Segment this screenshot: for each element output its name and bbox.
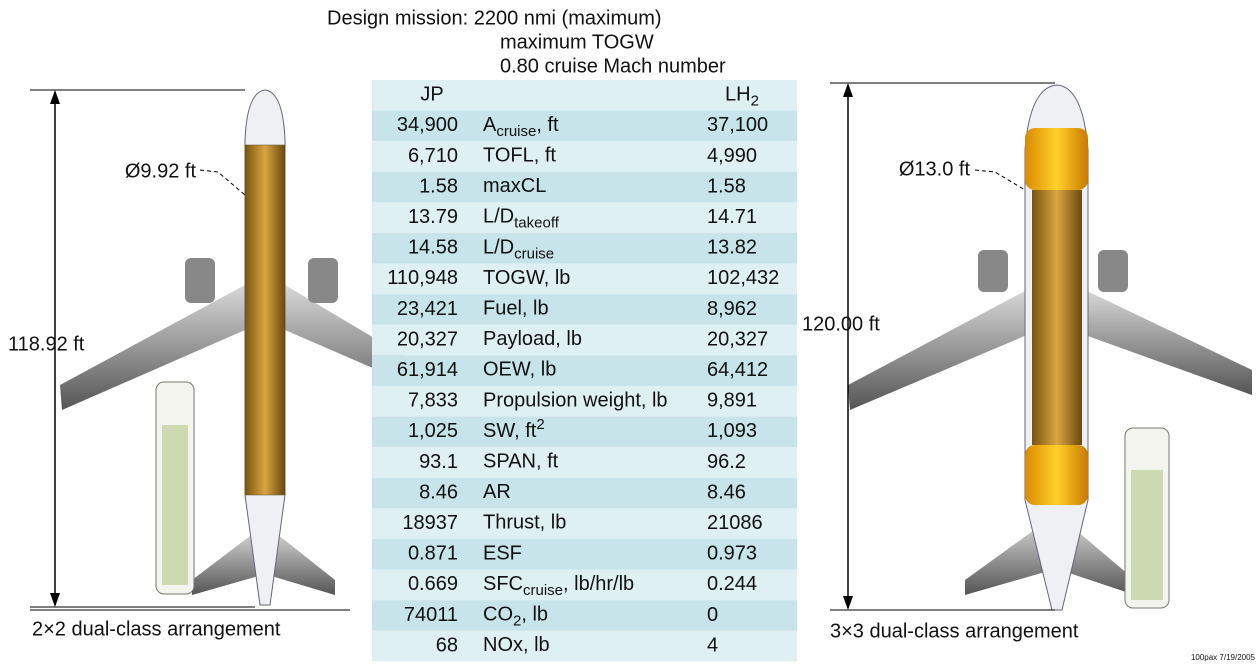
lh2-value: 64,412: [707, 359, 768, 381]
subscript: cruise: [514, 245, 554, 262]
page: JPLH234,900Acruise, ft37,1006,710TOFL, f…: [0, 0, 1259, 664]
subscript: cruise: [523, 582, 563, 599]
text: LH: [725, 84, 751, 106]
jp-value: 20,327: [397, 328, 458, 350]
lh2-value: 13.82: [707, 237, 757, 259]
jp-value: 18937: [402, 512, 458, 534]
superscript: 2: [536, 416, 544, 433]
mission-line: maximum TOGW: [500, 31, 654, 53]
text: L/D: [483, 237, 514, 259]
jp-value: 34,900: [397, 114, 458, 136]
footnote: 100pax 7/19/2005: [1191, 653, 1256, 662]
subscript: 2: [513, 612, 521, 629]
lh2-value: 21086: [707, 512, 763, 534]
arrangement-label: 3×3 dual-class arrangement: [830, 620, 1079, 642]
column-header: JP: [420, 84, 443, 106]
arrangement-label: 2×2 dual-class arrangement: [32, 618, 281, 640]
jp-value: 0.871: [408, 543, 458, 565]
lh2-value: 20,327: [707, 328, 768, 350]
parameter: TOFL, ft: [483, 145, 556, 167]
lh2-value: 96.2: [707, 451, 746, 473]
text: maxCL: [483, 175, 546, 197]
parameter: Thrust, lb: [483, 512, 566, 534]
parameter: OEW, lb: [483, 359, 556, 381]
jp-value: 61,914: [397, 359, 458, 381]
lh2-value: 9,891: [707, 390, 757, 412]
text: Payload, lb: [483, 328, 582, 350]
text: , ft: [536, 114, 559, 136]
jp-value: 68: [436, 634, 458, 656]
jp-value: 1,025: [408, 420, 458, 442]
jp-value: 14.58: [408, 237, 458, 259]
lh2-value: 102,432: [707, 267, 779, 289]
jp-value: 110,948: [387, 267, 458, 289]
jp-value: 8.46: [419, 481, 458, 503]
jp-value: 23,421: [397, 298, 458, 320]
text: Thrust, lb: [483, 512, 566, 534]
text: SPAN, ft: [483, 451, 559, 473]
text: TOGW, lb: [483, 267, 570, 289]
lh2-value: 4,990: [707, 145, 757, 167]
jp-value: 0.669: [408, 573, 458, 595]
lh2-value: 0: [707, 604, 718, 626]
parameter: NOx, lb: [483, 634, 550, 656]
jp-value: 7,833: [408, 390, 458, 412]
lh2-value: 37,100: [707, 114, 768, 136]
text: SW, ft: [483, 420, 537, 442]
lh2-value: 8,962: [707, 298, 757, 320]
parameter: ESF: [483, 543, 522, 565]
subscript: 2: [751, 92, 759, 109]
lh2-value: 4: [707, 634, 718, 656]
diameter-label: Ø9.92 ft: [125, 160, 197, 182]
subscript: cruise: [496, 123, 536, 140]
jp-value: 13.79: [408, 206, 458, 228]
text: OEW, lb: [483, 359, 556, 381]
lh2-value: 0.973: [707, 543, 757, 565]
parameter: SPAN, ft: [483, 451, 559, 473]
text: A: [483, 114, 497, 136]
text: Propulsion weight, lb: [483, 390, 668, 412]
text: , lb: [521, 604, 548, 626]
mission-line: 0.80 cruise Mach number: [500, 55, 726, 77]
diameter-label: Ø13.0 ft: [899, 158, 971, 180]
text: CO: [483, 604, 513, 626]
jp-value: 1.58: [419, 175, 458, 197]
lh2-value: 1.58: [707, 175, 746, 197]
parameter: Fuel, lb: [483, 298, 549, 320]
parameter: Propulsion weight, lb: [483, 390, 668, 412]
lh2-aircraft: [830, 83, 1252, 610]
parameter: TOGW, lb: [483, 267, 570, 289]
parameter: AR: [483, 481, 511, 503]
jp-value: 93.1: [419, 451, 458, 473]
mission-line: Design mission: 2200 nmi (maximum): [327, 7, 662, 29]
lh2-value: 8.46: [707, 481, 746, 503]
text: NOx, lb: [483, 634, 550, 656]
subscript: takeoff: [514, 215, 560, 232]
length-label: 118.92 ft: [8, 333, 85, 355]
text: TOFL, ft: [483, 145, 556, 167]
jp-value: 6,710: [408, 145, 458, 167]
text: AR: [483, 481, 511, 503]
text: ESF: [483, 543, 522, 565]
text: , lb/hr/lb: [563, 573, 634, 595]
lh2-value: 1,093: [707, 420, 757, 442]
parameter: maxCL: [483, 175, 546, 197]
text: L/D: [483, 206, 514, 228]
lh2-value: 0.244: [707, 573, 757, 595]
lh2-value: 14.71: [707, 206, 757, 228]
parameter: Payload, lb: [483, 328, 582, 350]
text: Fuel, lb: [483, 298, 549, 320]
parameter: SW, ft2: [483, 416, 545, 442]
text: SFC: [483, 573, 523, 595]
length-label: 120.00 ft: [802, 313, 880, 335]
jp-value: 74011: [404, 604, 458, 626]
